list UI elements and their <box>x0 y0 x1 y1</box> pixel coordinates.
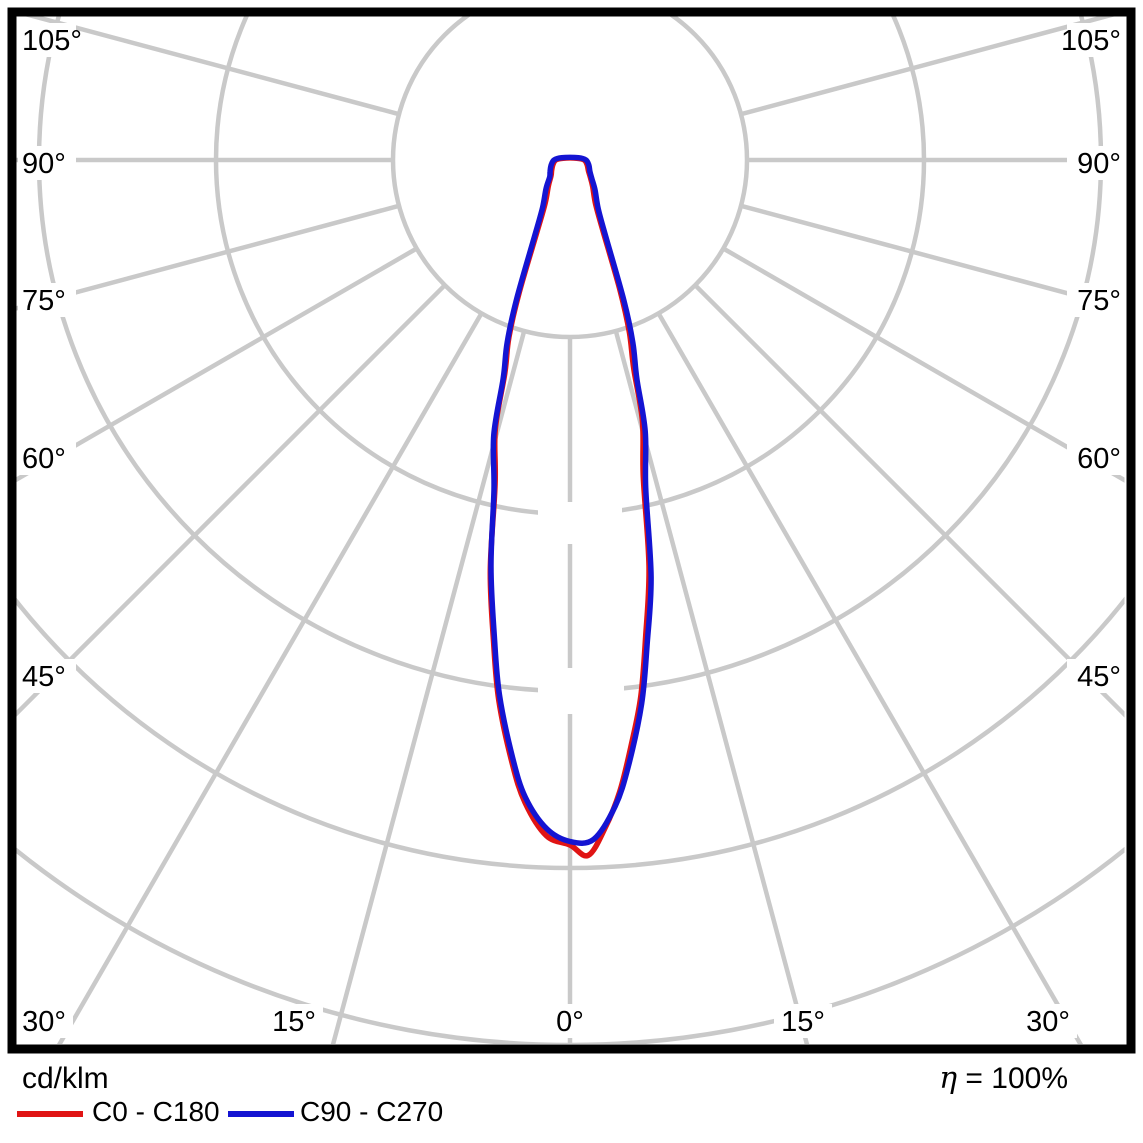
angle-label-left-60°: 60° <box>22 443 66 475</box>
angle-label-right-90°-bg <box>1067 146 1125 180</box>
angle-label-right-75°: 75° <box>1077 285 1121 317</box>
grid-radial-75deg <box>740 203 1125 311</box>
grid-radial-60deg <box>722 246 1125 483</box>
legend-swatch-c90-c270 <box>228 1111 294 1117</box>
angle-label-right-75°-bg <box>1067 283 1125 317</box>
efficiency-label: η = 100% <box>939 1062 1068 1095</box>
angle-label-right-105°-bg <box>1067 23 1125 57</box>
plot-border <box>7 7 1136 1054</box>
ring-value-blank-1 <box>538 502 622 544</box>
angle-labels: 105° 105° 90° 90° 75° 75° 60° 60° 45° 45° 30° 15° 0°… <box>15 23 1125 1038</box>
angle-label-bottom-2: 0° <box>556 1006 584 1038</box>
angle-label-left-45°-bg <box>18 659 76 693</box>
angle-label-bottom-1: 15° <box>272 1006 316 1038</box>
angle-label-bottom-2-bg <box>541 1004 599 1038</box>
angle-label-bottom-3-bg <box>774 1004 832 1038</box>
angle-label-right-90°: 90° <box>1077 148 1121 180</box>
eta-symbol: η <box>939 1061 958 1096</box>
angle-label-bottom-4-bg <box>1019 1004 1077 1038</box>
angle-label-right-45°-bg <box>1067 659 1125 693</box>
angle-label-bottom-0: 30° <box>22 1006 66 1038</box>
angle-label-left-75°: 75° <box>22 285 66 317</box>
angle-label-bottom-1-bg <box>265 1004 323 1038</box>
angle-label-left-45°: 45° <box>22 661 66 693</box>
angle-label-right-105°: 105° <box>1061 25 1121 57</box>
grid-radial-30deg <box>656 312 1083 1044</box>
curve-c90-c270 <box>488 154 654 846</box>
angle-label-bottom-3: 15° <box>781 1006 825 1038</box>
angle-label-left-105°: 105° <box>22 25 82 57</box>
efficiency-value: = 100% <box>965 1062 1068 1095</box>
angle-label-left-75°-bg <box>18 283 76 317</box>
ring-value-blank-2 <box>538 668 624 714</box>
angle-label-bottom-0-bg <box>15 1004 73 1038</box>
legend-label-c0-c180: C0 - C180 <box>92 1096 220 1127</box>
angle-label-left-90°: 90° <box>22 148 66 180</box>
angle-label-left-105°-bg <box>18 23 76 57</box>
grid-radial--30deg <box>57 312 484 1044</box>
angle-label-right-60°-bg <box>1067 441 1125 475</box>
unit-label: cd/klm <box>22 1062 109 1095</box>
angle-label-left-90°-bg <box>18 146 76 180</box>
angle-label-right-45°: 45° <box>1077 661 1121 693</box>
angle-label-left-60°-bg <box>18 441 76 475</box>
grid-radial--75deg <box>16 203 400 311</box>
legend-label-c90-c270: C90 - C270 <box>300 1096 444 1127</box>
grid-radial--105deg <box>25 16 400 117</box>
grid-radial-15deg <box>613 330 810 1044</box>
grid-radial--60deg <box>16 246 418 483</box>
legend-swatch-c0-c180 <box>17 1111 83 1117</box>
angle-label-bottom-4: 30° <box>1026 1006 1070 1038</box>
angle-label-right-60°: 60° <box>1077 443 1121 475</box>
grid-radial-105deg <box>740 16 1115 117</box>
grid-radial--15deg <box>330 330 527 1044</box>
